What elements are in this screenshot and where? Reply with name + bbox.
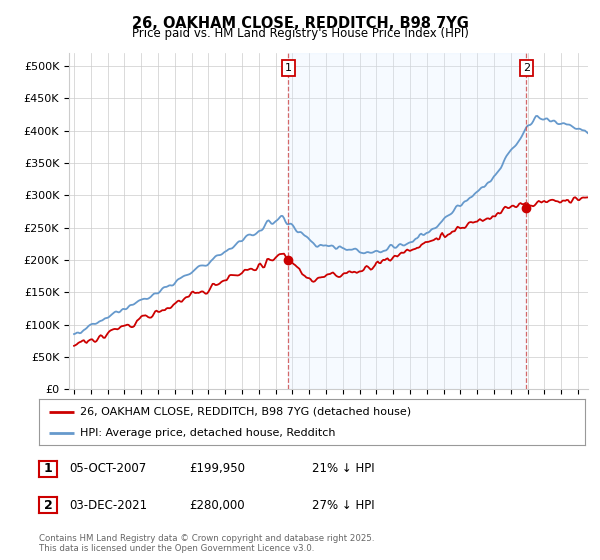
- Bar: [289, 53, 526, 389]
- Text: Contains HM Land Registry data © Crown copyright and database right 2025.
This d: Contains HM Land Registry data © Crown c…: [39, 534, 374, 553]
- Text: £280,000: £280,000: [189, 498, 245, 512]
- Text: 2: 2: [44, 498, 52, 512]
- Text: 27% ↓ HPI: 27% ↓ HPI: [312, 498, 374, 512]
- Text: 05-OCT-2007: 05-OCT-2007: [69, 462, 146, 475]
- Text: 1: 1: [44, 462, 52, 475]
- Text: 03-DEC-2021: 03-DEC-2021: [69, 498, 147, 512]
- Text: 21% ↓ HPI: 21% ↓ HPI: [312, 462, 374, 475]
- Text: 1: 1: [285, 63, 292, 73]
- Text: £199,950: £199,950: [189, 462, 245, 475]
- Text: 2: 2: [523, 63, 530, 73]
- Text: 26, OAKHAM CLOSE, REDDITCH, B98 7YG: 26, OAKHAM CLOSE, REDDITCH, B98 7YG: [131, 16, 469, 31]
- Text: 26, OAKHAM CLOSE, REDDITCH, B98 7YG (detached house): 26, OAKHAM CLOSE, REDDITCH, B98 7YG (det…: [80, 407, 411, 417]
- Text: Price paid vs. HM Land Registry's House Price Index (HPI): Price paid vs. HM Land Registry's House …: [131, 27, 469, 40]
- Text: HPI: Average price, detached house, Redditch: HPI: Average price, detached house, Redd…: [80, 428, 335, 438]
